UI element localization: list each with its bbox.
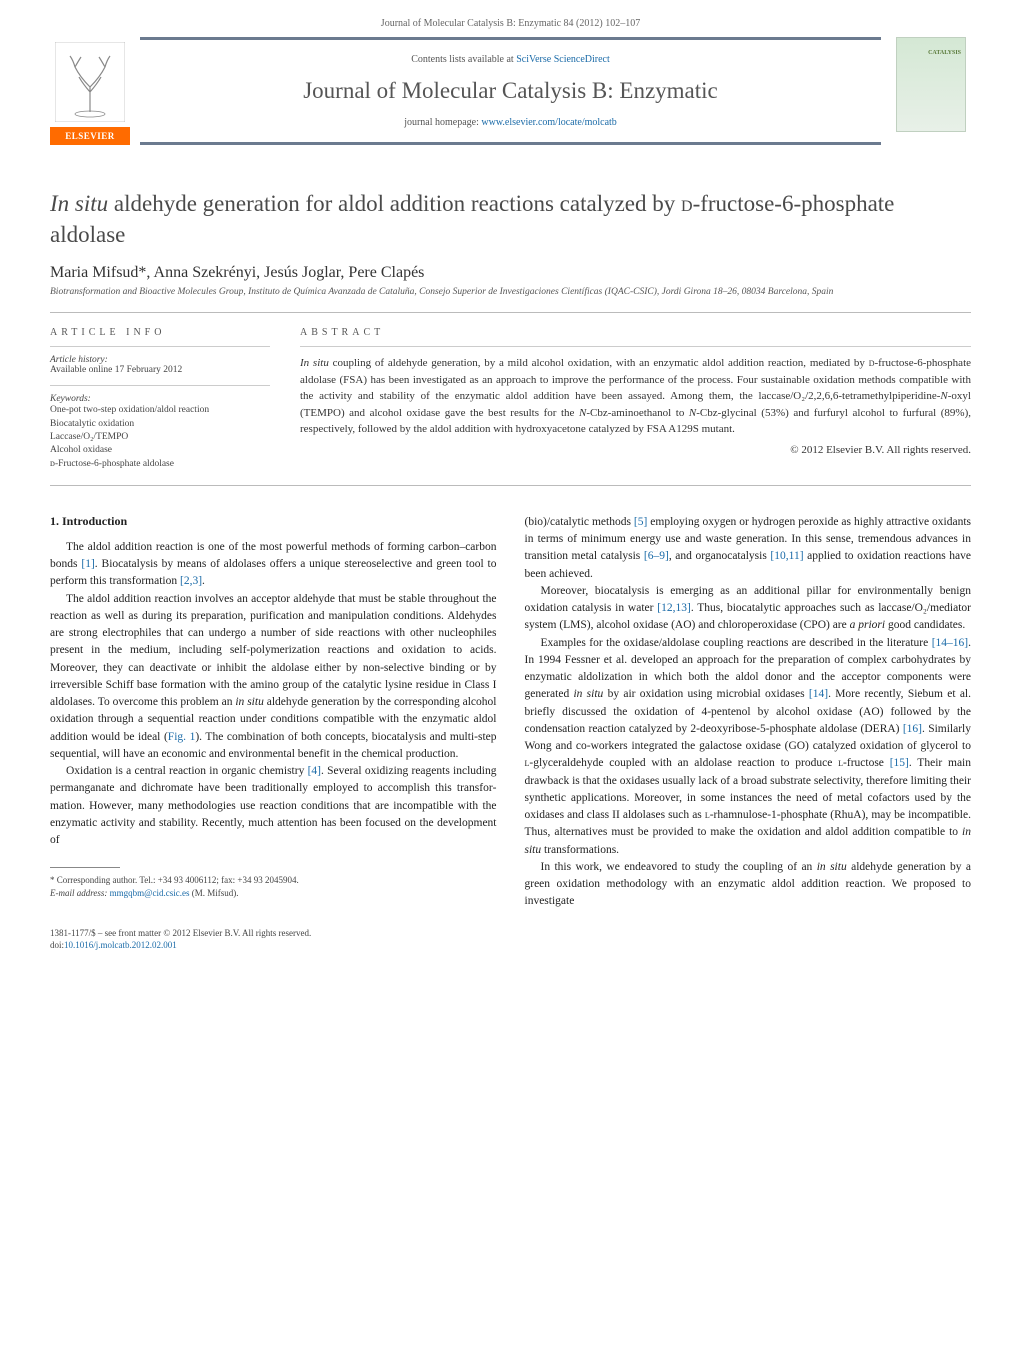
- meta-row: article info Article history: Available …: [0, 313, 1021, 470]
- doi-link[interactable]: 10.1016/j.molcatb.2012.02.001: [64, 940, 177, 950]
- email-label: E-mail address:: [50, 888, 110, 898]
- body-para: Moreover, biocatalysis is emerging as an…: [525, 583, 972, 635]
- homepage-prefix: journal homepage:: [404, 117, 481, 128]
- journal-title: Journal of Molecular Catalysis B: Enzyma…: [140, 66, 881, 116]
- front-matter-line: 1381-1177/$ – see front matter © 2012 El…: [50, 927, 971, 940]
- keyword: Laccase/O₂/TEMPO: [50, 431, 270, 444]
- running-head: Journal of Molecular Catalysis B: Enzyma…: [0, 0, 1021, 37]
- intro-heading: 1. Introduction: [50, 514, 497, 539]
- cover-thumb-label: CATALYSIS: [901, 50, 961, 56]
- body-para: The aldol addition reaction involves an …: [50, 591, 497, 764]
- authors: Maria Mifsud*, Anna Szekrényi, Jesús Jog…: [0, 252, 1021, 286]
- divider: [300, 346, 971, 347]
- body-para: In this work, we endeavored to study the…: [525, 859, 972, 911]
- body-para: Examples for the oxidase/aldolase coupli…: [525, 635, 972, 859]
- elsevier-logo: ELSEVIER: [50, 127, 130, 145]
- affiliation: Biotransformation and Bioactive Molecule…: [0, 286, 1021, 312]
- journal-cover-thumb: CATALYSIS: [896, 37, 966, 132]
- email-link[interactable]: mmgqbm@cid.csic.es: [110, 888, 190, 898]
- history-label: Article history:: [50, 355, 270, 365]
- article-info-block: article info Article history: Available …: [50, 313, 270, 470]
- column-left: 1. Introduction The aldol addition react…: [50, 514, 497, 911]
- homepage-link[interactable]: www.elsevier.com/locate/molcatb: [481, 117, 616, 128]
- article-title: In situ aldehyde generation for aldol ad…: [0, 153, 1021, 252]
- body-para: The aldol addition reaction is one of th…: [50, 539, 497, 591]
- body-para: Oxidation is a central reaction in organ…: [50, 763, 497, 849]
- body-para: (bio)/catalytic methods [5] employing ox…: [525, 514, 972, 583]
- keyword: One-pot two-step oxidation/aldol reactio…: [50, 404, 270, 417]
- page-footer: 1381-1177/$ – see front matter © 2012 El…: [0, 911, 1021, 982]
- divider: [50, 385, 270, 386]
- footnote-rule: [50, 867, 120, 868]
- contents-prefix: Contents lists available at: [411, 54, 516, 65]
- history-value: Available online 17 February 2012: [50, 365, 270, 385]
- column-right: (bio)/catalytic methods [5] employing ox…: [525, 514, 972, 911]
- keywords-label: Keywords:: [50, 390, 270, 404]
- banner-center: Contents lists available at SciVerse Sci…: [140, 37, 881, 145]
- abstract-heading: abstract: [300, 327, 971, 346]
- banner-left: ELSEVIER: [50, 37, 130, 145]
- journal-homepage-line: journal homepage: www.elsevier.com/locat…: [140, 117, 881, 134]
- abstract-text: In situ coupling of aldehyde generation,…: [300, 355, 971, 438]
- divider: [50, 346, 270, 347]
- body-columns: 1. Introduction The aldol addition react…: [0, 486, 1021, 911]
- journal-banner: ELSEVIER Contents lists available at Sci…: [0, 37, 1021, 145]
- scidirect-link[interactable]: SciVerse ScienceDirect: [516, 54, 610, 65]
- banner-right: CATALYSIS: [891, 37, 971, 145]
- email-footnote: E-mail address: mmgqbm@cid.csic.es (M. M…: [50, 887, 497, 900]
- keyword: ᴅ-Fructose-6-phosphate aldolase: [50, 458, 270, 471]
- keyword: Alcohol oxidase: [50, 444, 270, 457]
- abstract-block: abstract In situ coupling of aldehyde ge…: [300, 313, 971, 470]
- doi-prefix: doi:: [50, 940, 64, 950]
- corr-author-footnote: * Corresponding author. Tel.: +34 93 400…: [50, 874, 497, 887]
- email-suffix: (M. Mifsud).: [189, 888, 238, 898]
- abstract-copyright: © 2012 Elsevier B.V. All rights reserved…: [300, 438, 971, 456]
- contents-list-line: Contents lists available at SciVerse Sci…: [140, 48, 881, 65]
- elsevier-tree-icon: [50, 37, 130, 127]
- keyword: Biocatalytic oxidation: [50, 418, 270, 431]
- doi-line: doi:10.1016/j.molcatb.2012.02.001: [50, 939, 971, 952]
- article-info-heading: article info: [50, 327, 270, 346]
